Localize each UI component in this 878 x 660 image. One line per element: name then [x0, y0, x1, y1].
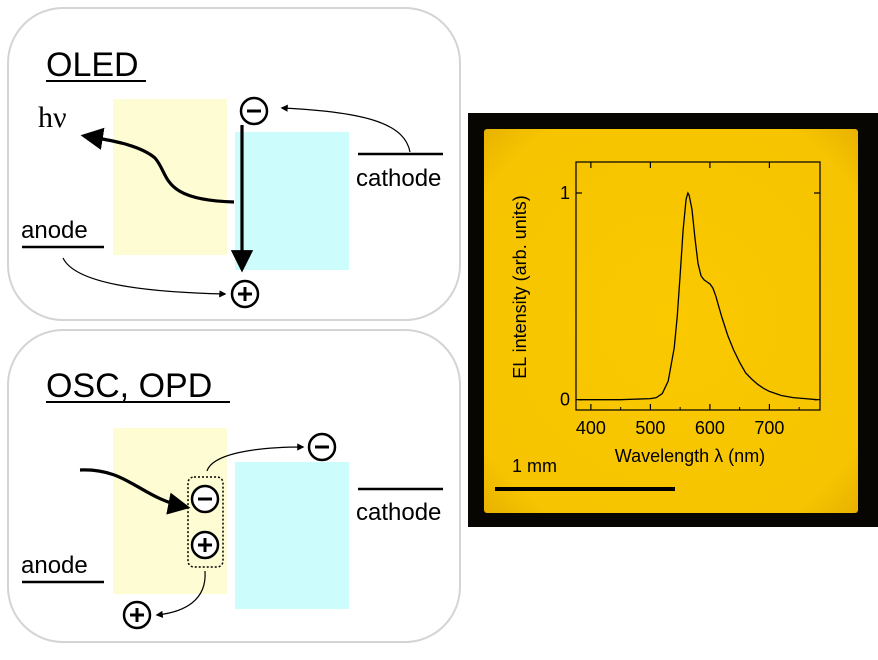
- device-photo: 400 500 600 700 0 1 EL intensity (arb. units)…: [468, 113, 878, 527]
- x-axis-label: Wavelength λ (nm): [615, 446, 765, 466]
- oled-hole-icon: [230, 279, 260, 309]
- osc-title: OSC, OPD: [46, 367, 212, 405]
- osc-cathode-label: cathode: [356, 499, 441, 526]
- osc-panel: OSC, OPD cathode anode: [7, 329, 461, 643]
- y-axis-label: EL intensity (arb. units): [510, 195, 530, 378]
- x-tick-label: 500: [635, 418, 665, 438]
- oled-anode-injection-arrow: [62, 257, 227, 298]
- oled-emission-arrow: [80, 127, 235, 204]
- oled-panel: OLED hν cathode anode: [7, 7, 461, 321]
- el-spectrum-chart: 400 500 600 700 0 1 EL intensity (arb. units)…: [510, 161, 821, 466]
- x-tick-label: 700: [754, 418, 784, 438]
- x-tick-label: 600: [695, 418, 725, 438]
- osc-electron-extraction-arrow: [206, 443, 305, 472]
- spectrum-line: [579, 191, 818, 401]
- osc-acceptor-layer: [235, 462, 349, 609]
- oled-photon-label: hν: [38, 101, 67, 134]
- osc-exciton-hole-icon: [190, 530, 220, 560]
- oled-cathode-label: cathode: [356, 165, 441, 192]
- oled-electron-icon: [239, 96, 269, 126]
- oled-acceptor-layer: [235, 132, 349, 270]
- oled-title: OLED: [46, 46, 139, 84]
- scale-bar-label: 1 mm: [512, 456, 557, 476]
- plot-frame: [575, 161, 821, 411]
- osc-absorption-arrow: [79, 468, 191, 515]
- osc-anode-label: anode: [21, 552, 88, 579]
- osc-free-hole-icon: [122, 600, 152, 630]
- oled-cathode-injection-arrow: [280, 104, 411, 153]
- oled-donor-layer: [113, 99, 227, 255]
- y-tick-label: 1: [560, 183, 570, 203]
- osc-hole-extraction-arrow: [155, 570, 206, 618]
- emitting-pixel: [484, 129, 858, 513]
- osc-exciton-electron-icon: [190, 484, 220, 514]
- y-tick-label: 0: [560, 390, 570, 410]
- x-tick-label: 400: [576, 418, 606, 438]
- osc-free-electron-icon: [307, 432, 337, 462]
- oled-anode-label: anode: [21, 217, 88, 244]
